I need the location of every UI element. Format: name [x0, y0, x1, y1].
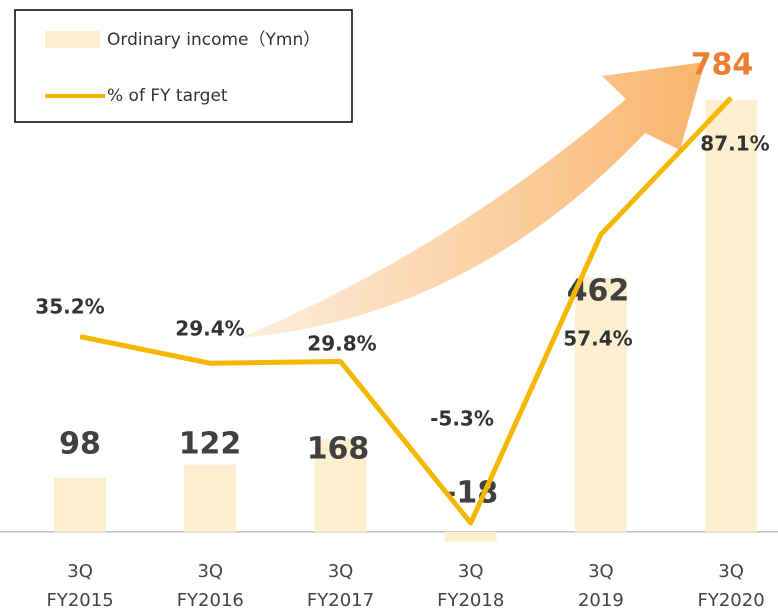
page: 3Q FY2015 3Q FY2016 3Q FY2017 3Q FY2018 3Q 2019 3Q…	[0, 0, 778, 611]
bar	[445, 532, 497, 542]
x-tick-label: 3Q	[328, 561, 354, 582]
x-tick-label: FY2018	[437, 590, 504, 611]
bars	[0, 100, 778, 541]
x-tick-label: 2019	[578, 590, 624, 611]
chart: 3Q FY2015 3Q FY2016 3Q FY2017 3Q FY2018 3Q 2019 3Q…	[0, 0, 778, 611]
bar	[575, 278, 627, 532]
x-tick-label: FY2017	[307, 590, 374, 611]
bar	[705, 100, 757, 531]
bar-value-label: 168	[307, 432, 370, 467]
bar	[184, 465, 236, 532]
legend: Ordinary income（Ymn） % of FY target	[15, 10, 352, 122]
line-value-label: 29.8%	[307, 332, 376, 356]
x-tick-label: 3Q	[458, 561, 484, 582]
x-tick-label: 3Q	[67, 561, 93, 582]
x-tick-label: 3Q	[197, 561, 223, 582]
line-value-label: 57.4%	[563, 327, 632, 351]
line-value-label: -5.3%	[430, 407, 494, 431]
line-value-label: 35.2%	[35, 295, 104, 319]
bar-value-label: 784	[691, 48, 754, 83]
line-value-label: 29.4%	[175, 317, 244, 341]
x-tick-label: FY2015	[47, 590, 114, 611]
legend-swatch	[45, 31, 100, 48]
x-tick-label: 3Q	[588, 561, 614, 582]
line-value-label: 87.1%	[700, 132, 769, 156]
bar	[54, 478, 106, 532]
x-tick-label: 3Q	[718, 561, 744, 582]
x-tick-label: FY2016	[177, 590, 244, 611]
legend-label: Ordinary income（Ymn）	[107, 30, 320, 50]
legend-label: % of FY target	[107, 86, 228, 106]
x-tick-label: FY2020	[698, 590, 765, 611]
bar-value-label: 122	[179, 427, 242, 462]
bar-value-label: 98	[59, 427, 101, 462]
